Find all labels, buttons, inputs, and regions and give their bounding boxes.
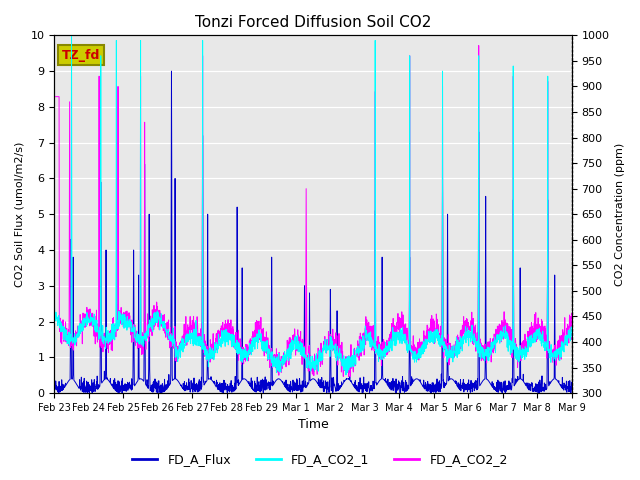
- X-axis label: Time: Time: [298, 419, 328, 432]
- Text: TZ_fd: TZ_fd: [62, 48, 100, 61]
- Y-axis label: CO2 Soil Flux (umol/m2/s): CO2 Soil Flux (umol/m2/s): [15, 142, 25, 287]
- Title: Tonzi Forced Diffusion Soil CO2: Tonzi Forced Diffusion Soil CO2: [195, 15, 431, 30]
- Y-axis label: CO2 Concentration (ppm): CO2 Concentration (ppm): [615, 143, 625, 286]
- Legend: FD_A_Flux, FD_A_CO2_1, FD_A_CO2_2: FD_A_Flux, FD_A_CO2_1, FD_A_CO2_2: [127, 448, 513, 471]
